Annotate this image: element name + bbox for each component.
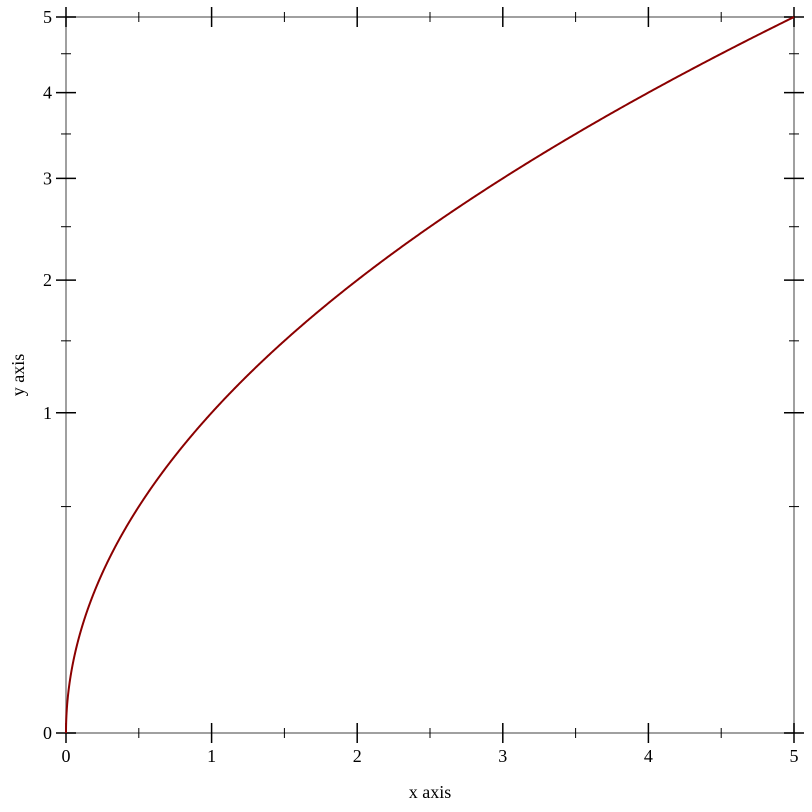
- y-tick-label: 4: [43, 83, 52, 103]
- x-axis-label: x axis: [409, 782, 452, 802]
- series: [65, 16, 795, 733]
- axes: [65, 16, 795, 734]
- x-tick-label: 3: [498, 746, 507, 766]
- plot-frame: [65, 16, 795, 734]
- ticks: 0 1 2 3 4 5 0 1 2 3 4 5: [43, 7, 804, 766]
- x-tick-label: 1: [207, 746, 216, 766]
- y-tick-label: 1: [43, 403, 52, 423]
- series-line: [65, 16, 795, 733]
- x-tick-label: 4: [644, 746, 653, 766]
- y-tick-label: 5: [43, 7, 52, 27]
- y-tick-label: 0: [43, 723, 52, 743]
- y-axis-label: y axis: [8, 354, 28, 397]
- x-tick-label: 2: [353, 746, 362, 766]
- x-tick-label: 5: [790, 746, 799, 766]
- y-tick-label: 3: [43, 168, 52, 188]
- y-tick-label: 2: [43, 270, 52, 290]
- x-tick-label: 0: [62, 746, 71, 766]
